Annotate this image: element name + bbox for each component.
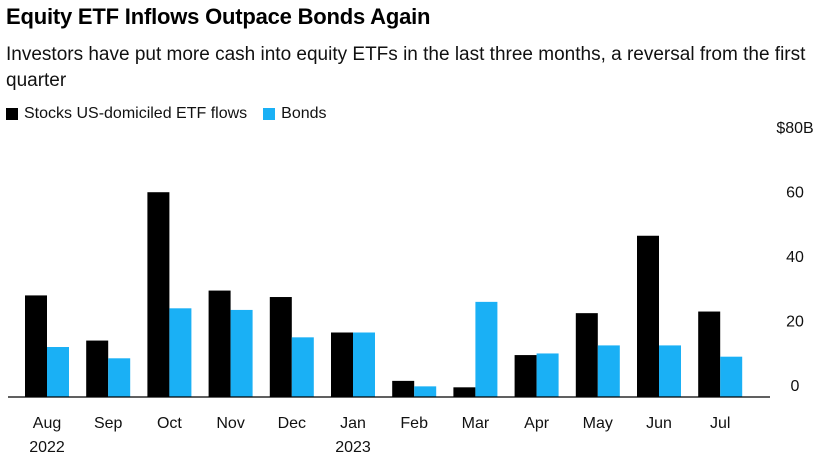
legend-item-stocks: Stocks US-domiciled ETF flows: [6, 105, 247, 123]
bar-bonds-jan: [353, 332, 375, 397]
y-tick-label-0: 0: [791, 378, 800, 395]
bar-bonds-jun: [659, 345, 681, 397]
bar-stocks-mar: [453, 387, 476, 397]
bar-bonds-mar: [475, 301, 498, 397]
bar-stocks-jun: [637, 235, 659, 397]
bar-stocks-feb: [392, 380, 415, 397]
x-tick-label-jul: Jul: [710, 415, 730, 432]
legend: Stocks US-domiciled ETF flows Bonds: [6, 105, 343, 123]
chart-subtitle: Investors have put more cash into equity…: [6, 44, 806, 91]
x-tick-label-apr: Apr: [524, 415, 550, 432]
x-tick-label-oct: Oct: [157, 415, 182, 432]
bar-stocks-apr: [514, 355, 537, 397]
bar-bonds-jul: [720, 356, 743, 397]
x-tick-label-jan: Jan: [340, 415, 366, 432]
y-tick-label-80: $80B: [776, 120, 813, 137]
bar-stocks-aug: [25, 295, 47, 397]
x-tick-label-aug: Aug: [33, 415, 61, 432]
legend-item-bonds: Bonds: [263, 105, 327, 123]
bar-stocks-sep: [86, 340, 109, 397]
bar-bonds-oct: [169, 308, 192, 397]
y-tick-label-40: 40: [786, 249, 804, 266]
legend-swatch-stocks: [6, 108, 18, 120]
legend-swatch-bonds: [263, 108, 276, 120]
bar-bonds-nov: [230, 309, 253, 397]
x-tick-year-2022: 2022: [29, 439, 65, 456]
x-tick-label-mar: Mar: [462, 415, 490, 432]
x-tick-label-feb: Feb: [400, 415, 428, 432]
bar-stocks-jan: [331, 332, 353, 397]
y-tick-label-60: 60: [786, 185, 804, 202]
bar-bonds-aug: [47, 347, 69, 397]
bar-stocks-jul: [698, 311, 721, 397]
legend-label-bonds: Bonds: [281, 105, 327, 122]
x-tick-label-dec: Dec: [278, 415, 306, 432]
bar-stocks-nov: [208, 290, 231, 397]
bar-stocks-oct: [147, 192, 170, 397]
x-tick-year-2023: 2023: [335, 439, 371, 456]
bar-bonds-sep: [108, 358, 131, 397]
bar-bonds-apr: [536, 353, 559, 397]
chart-title: Equity ETF Inflows Outpace Bonds Again: [6, 4, 431, 29]
bar-bonds-may: [597, 345, 620, 397]
x-tick-label-may: May: [583, 415, 613, 432]
bar-stocks-dec: [269, 297, 292, 397]
y-tick-label-20: 20: [786, 314, 804, 331]
bar-bonds-feb: [414, 386, 437, 397]
x-tick-label-nov: Nov: [216, 415, 244, 432]
x-tick-label-jun: Jun: [646, 415, 672, 432]
bar-bonds-dec: [291, 337, 314, 397]
bar-stocks-may: [575, 313, 598, 397]
legend-label-stocks: Stocks US-domiciled ETF flows: [24, 105, 248, 122]
x-tick-label-sep: Sep: [94, 415, 123, 432]
